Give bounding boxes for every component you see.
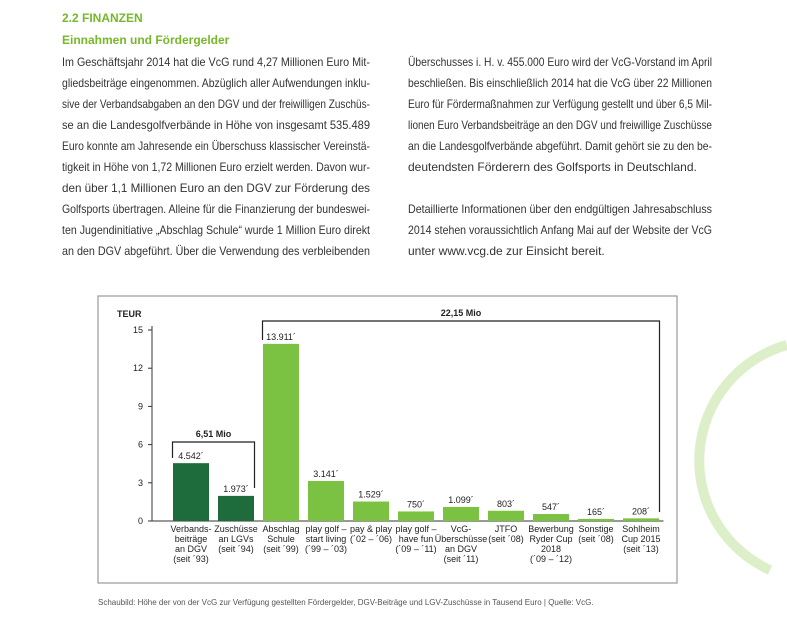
body-line: Euro für Fördermaßnahmen zur Verfügung g… — [408, 97, 712, 111]
body-line: an den DGV abgeführt. Über die Verwendun… — [62, 244, 370, 258]
body-line: 2014 stehen voraussichtlich Anfang Mai a… — [408, 223, 712, 237]
x-tick-label: (seit ´99) — [263, 544, 299, 554]
section-subtitle: Einnahmen und Fördergelder — [62, 33, 230, 47]
x-tick-label: Cup 2015 — [621, 534, 660, 544]
value-label: 208´ — [632, 506, 650, 516]
bar — [218, 495, 254, 521]
bar — [488, 510, 524, 521]
x-tick-label: an LGVs — [218, 534, 254, 544]
body-line: beschließen. Bis einschließlich 2014 hat… — [408, 76, 712, 90]
value-label: 1.099´ — [448, 495, 474, 505]
body-line: den über 1,1 Millionen Euro an den DGV z… — [62, 181, 370, 195]
bracket — [261, 320, 661, 512]
body-line: tigkeit in Höhe von 1,72 Millionen Euro … — [62, 160, 370, 174]
bracket-label: 22,15 Mio — [441, 308, 482, 318]
x-tick-label: VcG- — [451, 524, 472, 534]
x-tick-label: (seit ´94) — [218, 544, 254, 554]
bar — [578, 518, 614, 521]
x-tick-label: Sonstige — [578, 524, 613, 534]
value-label: 1.529´ — [358, 490, 384, 500]
body-line: ten Jugendinitiative „Abschlag Schule“ w… — [62, 223, 371, 237]
y-tick-label: 6 — [138, 440, 143, 450]
body-line: unter www.vcg.de zur Einsicht bereit. — [408, 244, 605, 258]
x-tick-label: Überschüsse — [435, 534, 488, 544]
bar — [308, 481, 344, 521]
y-tick-label: 3 — [138, 478, 143, 488]
body-line: se an die Landesgolfverbände in Höhe von… — [62, 118, 370, 132]
body-line: Golfsports übertragen. Alleine für die F… — [62, 202, 370, 216]
bar — [263, 343, 299, 521]
y-tick-label: 0 — [138, 516, 143, 526]
body-line: sive der Verbandsabgaben an den DGV und … — [62, 97, 370, 111]
x-tick-label: (seit ´08) — [578, 534, 614, 544]
x-tick-label: an DGV — [445, 544, 477, 554]
bar — [623, 518, 659, 521]
x-tick-label: beiträge — [175, 534, 208, 544]
value-label: 13.911´ — [266, 332, 296, 342]
body-line: Euro konnte am Jahresende ein Überschuss… — [62, 139, 370, 153]
x-tick-label: (´09 – ´12) — [530, 554, 572, 564]
x-tick-label: Abschlag — [262, 524, 299, 534]
value-label: 4.542´ — [178, 451, 204, 461]
bar — [398, 511, 434, 521]
x-tick-label: an DGV — [175, 544, 207, 554]
body-line: gliedsbeiträge eingenommen. Abzüglich al… — [62, 76, 370, 90]
x-tick-label: play golf – — [395, 524, 436, 534]
bar — [443, 507, 479, 521]
x-tick-label: Sohlheim — [622, 524, 660, 534]
x-tick-label: pay & play — [350, 524, 393, 534]
y-tick-label: 15 — [133, 325, 143, 335]
x-tick-label: Schule — [267, 534, 295, 544]
x-tick-label: JTFO — [495, 524, 518, 534]
x-tick-label: have fun — [399, 534, 434, 544]
y-axis-label: TEUR — [117, 309, 142, 319]
caption: Schaubild: Höhe der von der VcG zur Verf… — [98, 598, 594, 607]
y-tick-label: 9 — [138, 401, 143, 411]
y-tick-label: 12 — [133, 363, 143, 373]
body-line: Im Geschäftsjahr 2014 hat die VcG rund 4… — [62, 55, 370, 69]
body-line: Detaillierte Informationen über den endg… — [408, 202, 712, 216]
bar — [353, 501, 389, 521]
value-label: 750´ — [407, 499, 425, 509]
bar — [533, 514, 569, 521]
x-tick-label: play golf – — [305, 524, 346, 534]
x-tick-label: (seit ´93) — [173, 554, 209, 564]
body-line: an die Landesgolfverbände abgeführt. Dam… — [408, 139, 712, 153]
bracket — [171, 441, 256, 488]
value-label: 165´ — [587, 507, 605, 517]
body-line: Überschusses i. H. v. 455.000 Euro wird … — [408, 55, 712, 69]
value-label: 3.141´ — [313, 469, 339, 479]
x-tick-label: (´02 – ´06) — [350, 534, 392, 544]
bar — [173, 463, 209, 521]
value-label: 1.973´ — [223, 484, 249, 494]
body-line: deutendsten Förderern des Golfsports in … — [408, 160, 697, 174]
x-tick-label: (seit ´11) — [444, 554, 479, 564]
value-label: 803´ — [497, 499, 515, 509]
x-tick-label: Ryder Cup — [529, 534, 572, 544]
x-tick-label: start living — [306, 534, 347, 544]
value-label: 547´ — [542, 502, 560, 512]
body-line: lionen Euro Verbandsbeiträge an den DGV … — [408, 118, 712, 132]
chart-frame — [97, 295, 678, 584]
x-tick-label: (´99 – ´03) — [305, 544, 347, 554]
x-tick-label: Zuschüsse — [214, 524, 258, 534]
x-tick-label: Bewerbung — [528, 524, 574, 534]
x-tick-label: (seit ´13) — [623, 544, 659, 554]
x-tick-label: Verbands- — [170, 524, 211, 534]
decoration-arc — [694, 340, 787, 575]
x-tick-label: 2018 — [541, 544, 561, 554]
section-title: 2.2 FINANZEN — [62, 11, 143, 25]
x-tick-label: (´09 – ´11) — [395, 544, 436, 554]
bracket-label: 6,51 Mio — [196, 429, 232, 439]
x-tick-label: (seit ´08) — [488, 534, 524, 544]
